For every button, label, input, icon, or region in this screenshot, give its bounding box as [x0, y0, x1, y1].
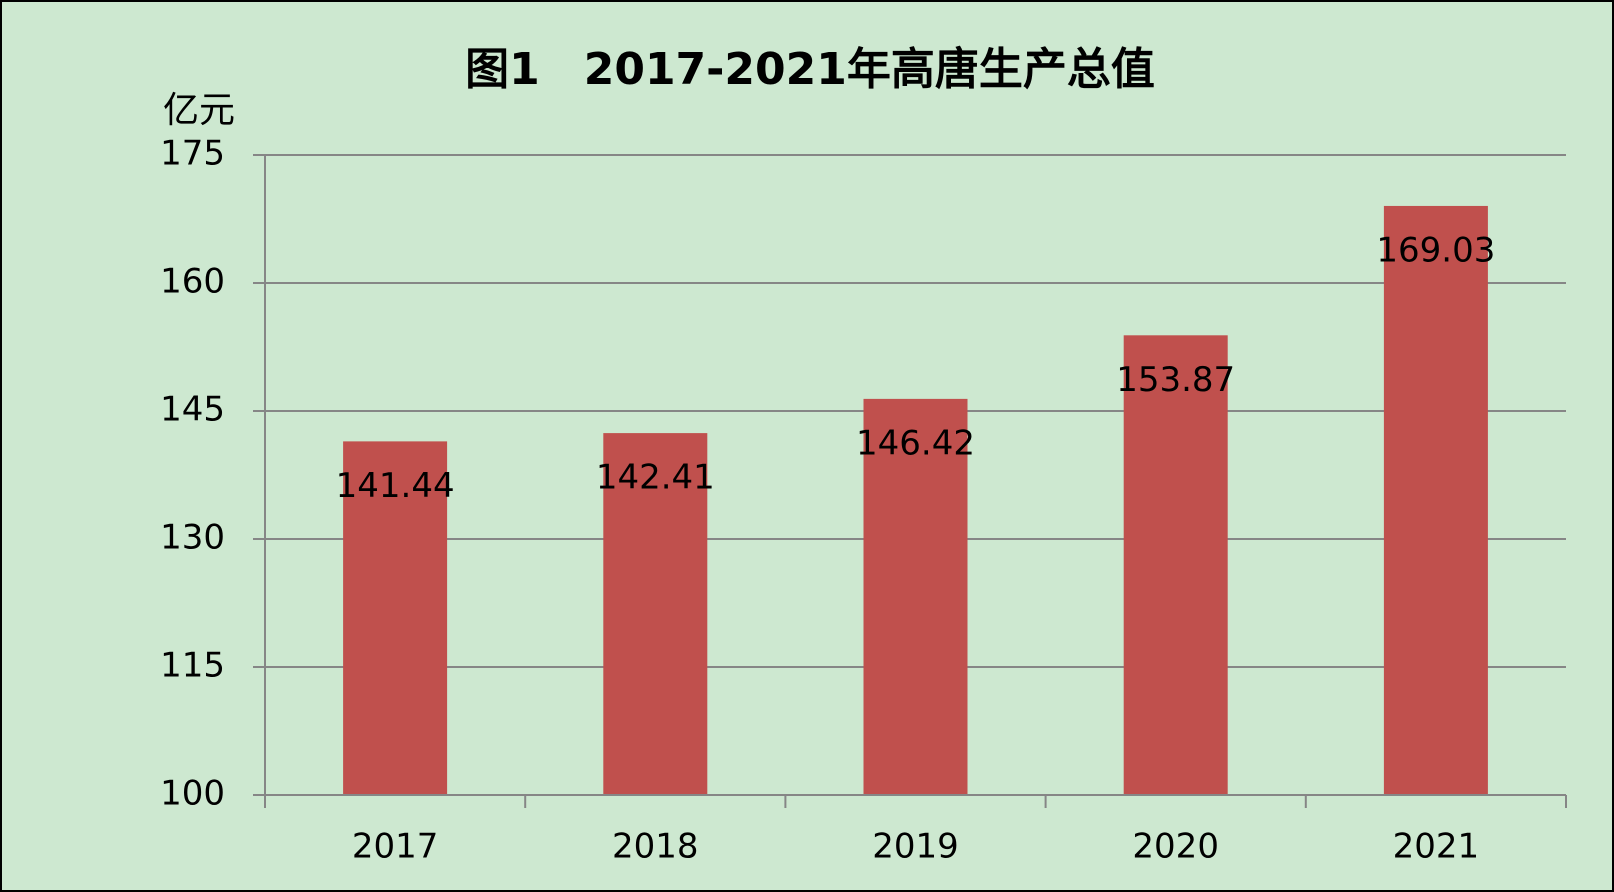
data-label: 169.03 [1376, 230, 1495, 270]
y-tick-label: 100 [160, 774, 225, 814]
y-tick-label: 175 [160, 134, 225, 174]
bar [1123, 335, 1228, 795]
data-label: 153.87 [1116, 360, 1235, 400]
y-tick-label: 130 [160, 518, 225, 558]
x-tick-label: 2019 [872, 827, 959, 867]
bar [863, 398, 968, 795]
x-tick-label: 2020 [1132, 827, 1219, 867]
data-label: 141.44 [336, 466, 455, 506]
bar [1383, 205, 1488, 796]
data-label: 146.42 [856, 423, 975, 463]
y-axis-label: 亿元 [163, 90, 235, 131]
bar [603, 433, 708, 795]
chart-title: 图1 2017-2021年高唐生产总值 [465, 44, 1155, 95]
bar [343, 441, 448, 795]
y-tick-label: 115 [160, 646, 225, 686]
y-tick-label: 160 [160, 262, 225, 302]
data-label: 142.41 [596, 458, 715, 498]
x-tick-label: 2017 [352, 827, 439, 867]
y-tick-label: 145 [160, 390, 225, 430]
x-tick-label: 2021 [1393, 827, 1480, 867]
x-tick-label: 2018 [612, 827, 699, 867]
